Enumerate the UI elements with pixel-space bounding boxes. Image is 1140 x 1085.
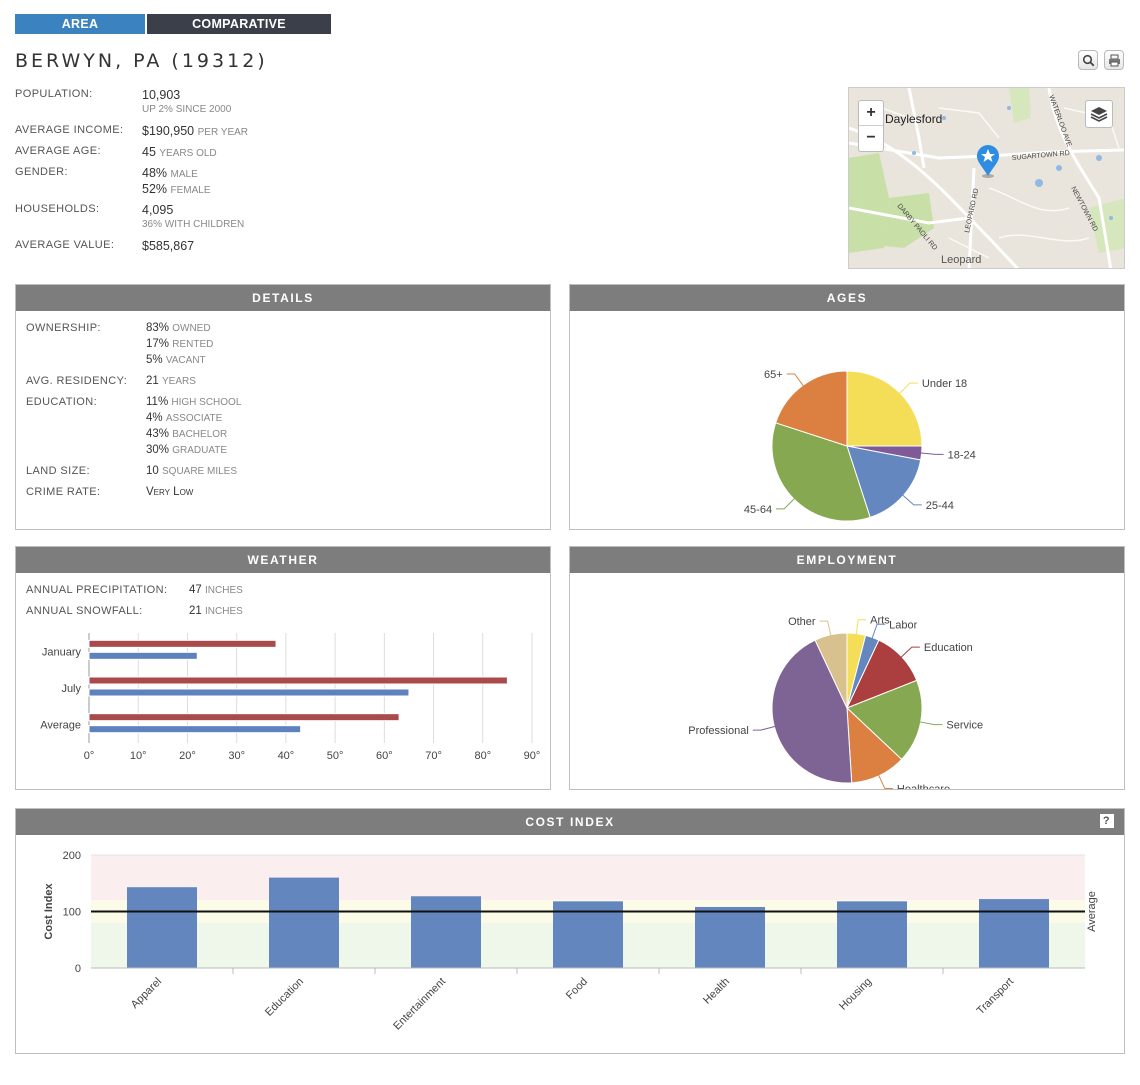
map-layers-button[interactable]	[1085, 100, 1113, 128]
weather-bar-average-0[interactable]	[88, 713, 400, 722]
map-marker-icon[interactable]	[977, 145, 999, 178]
pie-label-under-18: Under 18	[922, 378, 967, 390]
pie-label-healthcare: Healthcare	[897, 784, 950, 789]
weather-tick-label: 40°	[278, 750, 295, 762]
cost-category-label: Health	[701, 976, 732, 1007]
weather-category-label: January	[42, 646, 82, 658]
employment-panel-title: EMPLOYMENT	[570, 547, 1124, 573]
search-icon	[1082, 54, 1095, 67]
help-button[interactable]: ?	[1100, 814, 1114, 828]
cost-ylabel: Cost Index	[43, 883, 55, 940]
weather-tick-label: 90°	[524, 750, 541, 762]
map-label-leopard: Leopard	[941, 254, 981, 266]
pie-connector-other	[819, 620, 832, 637]
pie-label-education: Education	[924, 642, 973, 654]
weather-panel: WEATHER ANNUAL PRECIPITATION: 47 INCHES …	[15, 546, 551, 790]
cost-ytick-label: 200	[63, 850, 81, 862]
pie-connector-25-44	[901, 493, 922, 506]
weather-panel-title: WEATHER	[16, 547, 550, 573]
weather-bar-january-0[interactable]	[88, 639, 277, 648]
ages-panel-title: AGES	[570, 285, 1124, 311]
details-panel: DETAILS OWNERSHIP: 83% OWNED 17% RENTED …	[15, 284, 551, 530]
pie-connector-arts	[855, 619, 867, 636]
weather-tick-label: 20°	[179, 750, 196, 762]
weather-bar-average-1[interactable]	[88, 725, 302, 734]
page-title: BERWYN, PA (19312)	[15, 50, 268, 72]
weather-tick-label: 60°	[376, 750, 393, 762]
pie-label-labor: Labor	[889, 619, 917, 631]
cost-bar-education[interactable]	[269, 877, 339, 968]
map-label-daylesford: Daylesford	[885, 112, 942, 126]
pie-label-service: Service	[946, 720, 983, 732]
tab-area-overview[interactable]: AREA OVERVIEW	[15, 14, 145, 51]
cost-bar-health[interactable]	[695, 906, 765, 968]
search-button[interactable]	[1078, 50, 1098, 70]
weather-tick-label: 10°	[130, 750, 147, 762]
print-button[interactable]	[1104, 50, 1124, 70]
tab-comparative-analysis[interactable]: COMPARATIVE ANALYSIS	[147, 14, 331, 51]
cost-index-title: COST INDEX	[525, 815, 615, 829]
weather-bar-chart: 0° 10° 20° 30° 40° 50° 60° 70° 80° 90° January July…	[40, 633, 541, 762]
zoom-in-button[interactable]: +	[859, 101, 883, 126]
weather-bar-july-0[interactable]	[88, 676, 508, 685]
weather-category-label: July	[61, 683, 81, 695]
tab-bar: AREA OVERVIEW COMPARATIVE ANALYSIS	[15, 14, 331, 51]
cost-band-high	[91, 855, 1085, 901]
weather-bar-january-1[interactable]	[88, 651, 198, 660]
cost-bar-entertainment[interactable]	[411, 896, 481, 968]
pie-connector-labor	[871, 623, 886, 640]
pie-connector-service	[918, 721, 943, 726]
weather-tick-label: 30°	[228, 750, 245, 762]
pie-label-18-24: 18-24	[948, 449, 976, 461]
pie-connector-professional	[752, 725, 777, 731]
cost-index-bar-chart: 0 100 200 Cost Index Apparel Education Enterta…	[43, 850, 1098, 1033]
weather-tick-label: 80°	[474, 750, 491, 762]
cost-bar-transport[interactable]	[979, 899, 1049, 968]
pie-connector-18-24	[919, 452, 944, 455]
pie-connector-under-18	[898, 382, 918, 395]
weather-bar-july-1[interactable]	[88, 688, 410, 697]
cost-ytick-label: 0	[75, 963, 81, 975]
pie-label-25-44: 25-44	[926, 500, 954, 512]
zoom-out-button[interactable]: −	[866, 129, 876, 146]
details-panel-title: DETAILS	[16, 285, 550, 311]
map-zoom-control: + −	[858, 100, 884, 152]
pie-label-65-: 65+	[764, 369, 783, 381]
ages-panel: AGES Under 18 18-24 25-44 45-64 65+	[569, 284, 1125, 530]
map-tiles: Daylesford Leopard SUGARTOWN RD WATERLOO…	[849, 88, 1124, 268]
pie-connector-65-	[786, 373, 805, 388]
pie-label-other: Other	[788, 616, 816, 628]
weather-tick-label: 0°	[84, 750, 95, 762]
weather-tick-label: 50°	[327, 750, 344, 762]
layers-icon	[1090, 107, 1108, 122]
cost-category-label: Entertainment	[391, 976, 448, 1033]
pie-connector-healthcare	[877, 773, 893, 790]
ages-pie-chart: Under 18 18-24 25-44 45-64 65+	[744, 369, 976, 522]
pie-connector-45-64	[776, 497, 796, 510]
cost-index-panel: COST INDEX ? 0 100 200 Cost Index Apparel Edu…	[15, 808, 1125, 1054]
pie-connector-education	[899, 646, 920, 659]
cost-category-label: Food	[564, 976, 590, 1002]
cost-ytick-label: 100	[63, 907, 81, 919]
cost-bar-apparel[interactable]	[127, 887, 197, 968]
cost-category-label: Apparel	[129, 976, 164, 1011]
cost-category-label: Education	[263, 976, 306, 1019]
print-icon	[1109, 54, 1120, 67]
pie-slice-under-18[interactable]	[846, 370, 923, 447]
pie-label-professional: Professional	[688, 725, 749, 737]
cost-category-label: Housing	[837, 976, 874, 1013]
weather-tick-label: 70°	[425, 750, 442, 762]
weather-category-label: Average	[40, 720, 81, 732]
pie-label-arts: Arts	[870, 615, 890, 627]
cost-y2label: Average	[1086, 891, 1098, 932]
area-map[interactable]: Daylesford Leopard SUGARTOWN RD WATERLOO…	[848, 87, 1125, 269]
pie-label-45-64: 45-64	[744, 504, 772, 516]
cost-category-label: Transport	[975, 976, 1016, 1017]
